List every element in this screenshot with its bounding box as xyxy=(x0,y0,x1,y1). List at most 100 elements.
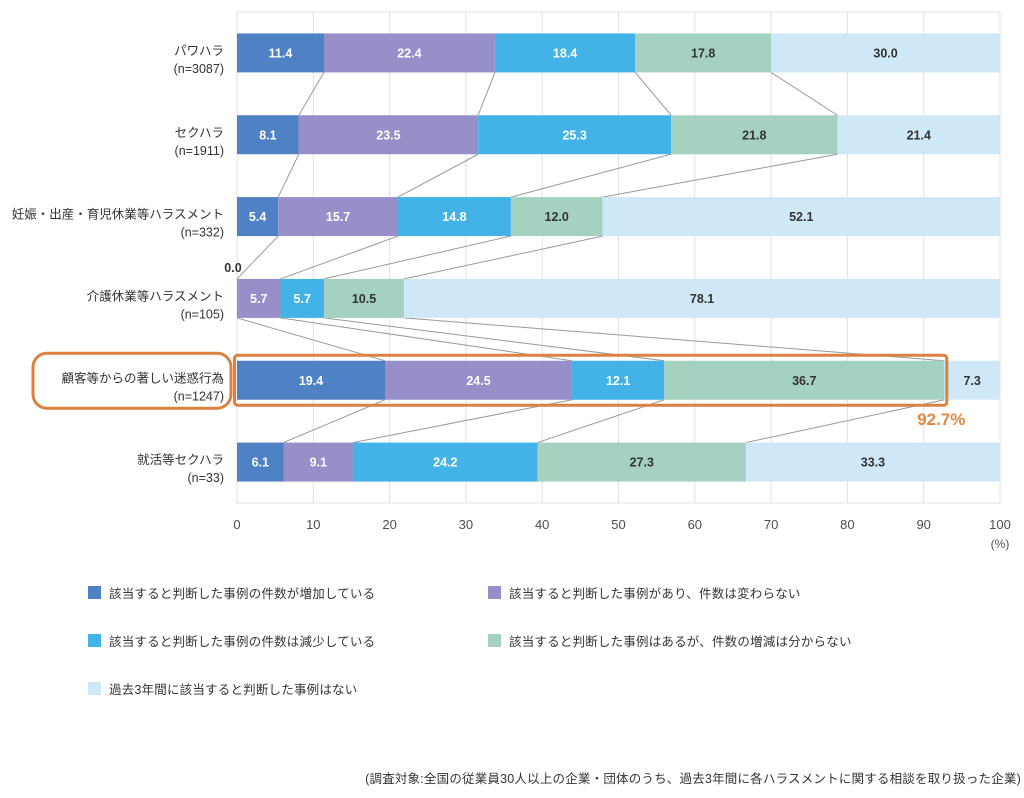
bar-segment xyxy=(352,442,538,482)
bar-segment xyxy=(237,360,386,400)
connector-line xyxy=(770,71,838,116)
bar-value-label: 8.1 xyxy=(259,128,276,142)
axis-tick-label: 40 xyxy=(535,517,549,532)
bar-segment xyxy=(537,442,746,482)
category-n-label: (n=1911) xyxy=(175,144,224,158)
connector-line xyxy=(537,399,665,444)
axis-tick-label: 80 xyxy=(840,517,854,532)
bar-value-label: 25.3 xyxy=(562,128,586,142)
bar-segment xyxy=(837,115,1000,155)
category-n-label: (n=332) xyxy=(181,226,224,240)
bar-segment xyxy=(745,442,1000,482)
connector-line xyxy=(477,72,496,116)
legend-swatch xyxy=(488,634,501,647)
axis-tick-label: 60 xyxy=(688,517,702,532)
connector-line xyxy=(280,235,399,280)
bar-segment xyxy=(237,278,281,318)
bar-segment xyxy=(323,33,495,73)
bar-value-label: 24.5 xyxy=(466,374,490,388)
bar-value-label: 7.3 xyxy=(963,374,980,388)
legend-item-2: 該当すると判断した事例の件数は減少している xyxy=(88,633,488,649)
axis-tick-label: 30 xyxy=(459,517,473,532)
connector-line xyxy=(283,399,386,444)
bar-segment xyxy=(494,33,636,73)
legend-item-4: 過去3年間に該当すると判断した事例はない xyxy=(88,681,488,697)
connector-line xyxy=(403,235,603,280)
connector-line xyxy=(745,399,945,444)
bar-segment xyxy=(635,33,772,73)
bar-segment xyxy=(278,197,398,237)
connector-line xyxy=(280,317,573,362)
category-label: 介護休業等ハラスメント xyxy=(87,288,224,303)
legend-label: 該当すると判断した事例はあるが、件数の増減は分からない xyxy=(509,635,852,649)
legend-label: 該当すると判断した事例の件数は減少している xyxy=(109,635,376,649)
bar-segment xyxy=(237,197,279,237)
bar-value-label: 52.1 xyxy=(789,210,813,224)
chart-legend: 該当すると判断した事例の件数が増加している 該当すると判断した事例があり、件数は変… xyxy=(88,585,852,697)
bar-value-label: 11.4 xyxy=(269,46,293,60)
bar-value-label: 21.8 xyxy=(742,128,766,142)
bar-value-label: 24.2 xyxy=(433,456,457,470)
bar-segment xyxy=(298,115,479,155)
legend-label: 該当すると判断した事例の件数が増加している xyxy=(109,587,376,601)
axis-unit-label: (%) xyxy=(991,537,1010,551)
connector-line xyxy=(397,153,479,198)
axis-tick-label: 10 xyxy=(306,517,320,532)
bar-value-label: 18.4 xyxy=(553,46,577,60)
axis-tick-label: 0 xyxy=(233,517,240,532)
bar-value-label: 22.4 xyxy=(397,46,421,60)
bar-zero-label: 0.0 xyxy=(224,261,241,275)
bar-segment xyxy=(478,115,672,155)
category-n-label: (n=105) xyxy=(181,307,224,321)
survey-note: (調査対象:全国の従業員30人以上の企業・団体のうち、過去3年間に各ハラスメント… xyxy=(365,772,1021,786)
bar-value-label: 5.7 xyxy=(294,292,311,306)
highlight-total-label: 92.7% xyxy=(917,410,965,429)
bar-value-label: 33.3 xyxy=(861,456,885,470)
bar-value-label: 78.1 xyxy=(690,292,714,306)
bar-segment xyxy=(771,33,1000,73)
category-label: パワハラ xyxy=(174,44,224,58)
connector-line xyxy=(510,153,672,198)
bar-segment xyxy=(404,278,1000,318)
bar-segment xyxy=(237,33,324,73)
stacked-bar-chart: 11.4 22.4 18.4 17.8 30.0 パワハラ (n=3087) 8.1 23.5 2… xyxy=(12,11,1011,551)
bar-segment xyxy=(280,278,324,318)
bar-value-label: 36.7 xyxy=(792,374,816,388)
highlight-label-box xyxy=(31,351,233,410)
bar-value-label: 30.0 xyxy=(873,46,897,60)
bar-value-label: 5.7 xyxy=(250,292,267,306)
legend-swatch xyxy=(88,634,101,647)
connector-line xyxy=(323,235,512,280)
connector-line xyxy=(404,317,945,362)
bar-value-label: 14.8 xyxy=(442,210,466,224)
bar-segment xyxy=(671,115,838,155)
highlight-bar-box xyxy=(233,353,949,407)
axis-tick-label: 20 xyxy=(382,517,396,532)
legend-swatch xyxy=(488,586,501,599)
connector-line xyxy=(634,72,672,116)
axis-tick-label: 70 xyxy=(764,517,778,532)
category-label: セクハラ xyxy=(175,126,224,140)
category-n-label: (n=1247) xyxy=(174,389,224,403)
bar-value-label: 21.4 xyxy=(907,128,931,142)
bar-value-label: 15.7 xyxy=(326,210,350,224)
bar-segment xyxy=(283,442,353,482)
bar-value-label: 12.1 xyxy=(606,374,630,388)
legend-label: 該当すると判断した事例があり、件数は変わらない xyxy=(509,587,801,601)
bar-value-label: 17.8 xyxy=(691,46,715,60)
axis-tick-label: 100 xyxy=(989,517,1011,532)
category-label: 妊娠・出産・育児休業等ハラスメント xyxy=(12,207,224,222)
bar-value-label: 9.1 xyxy=(310,456,327,470)
legend-item-3: 該当すると判断した事例はあるが、件数の増減は分からない xyxy=(488,633,852,649)
connector-line xyxy=(323,317,665,362)
bar-segment xyxy=(571,360,665,400)
bar-value-label: 23.5 xyxy=(376,128,400,142)
connector-line xyxy=(236,235,279,280)
bar-value-label: 5.4 xyxy=(249,210,266,224)
category-label: 就活等セクハラ xyxy=(137,452,224,467)
bar-segment xyxy=(385,360,572,400)
bar-value-label: 12.0 xyxy=(545,210,569,224)
connector-line xyxy=(352,399,573,444)
bar-segment xyxy=(510,197,603,237)
